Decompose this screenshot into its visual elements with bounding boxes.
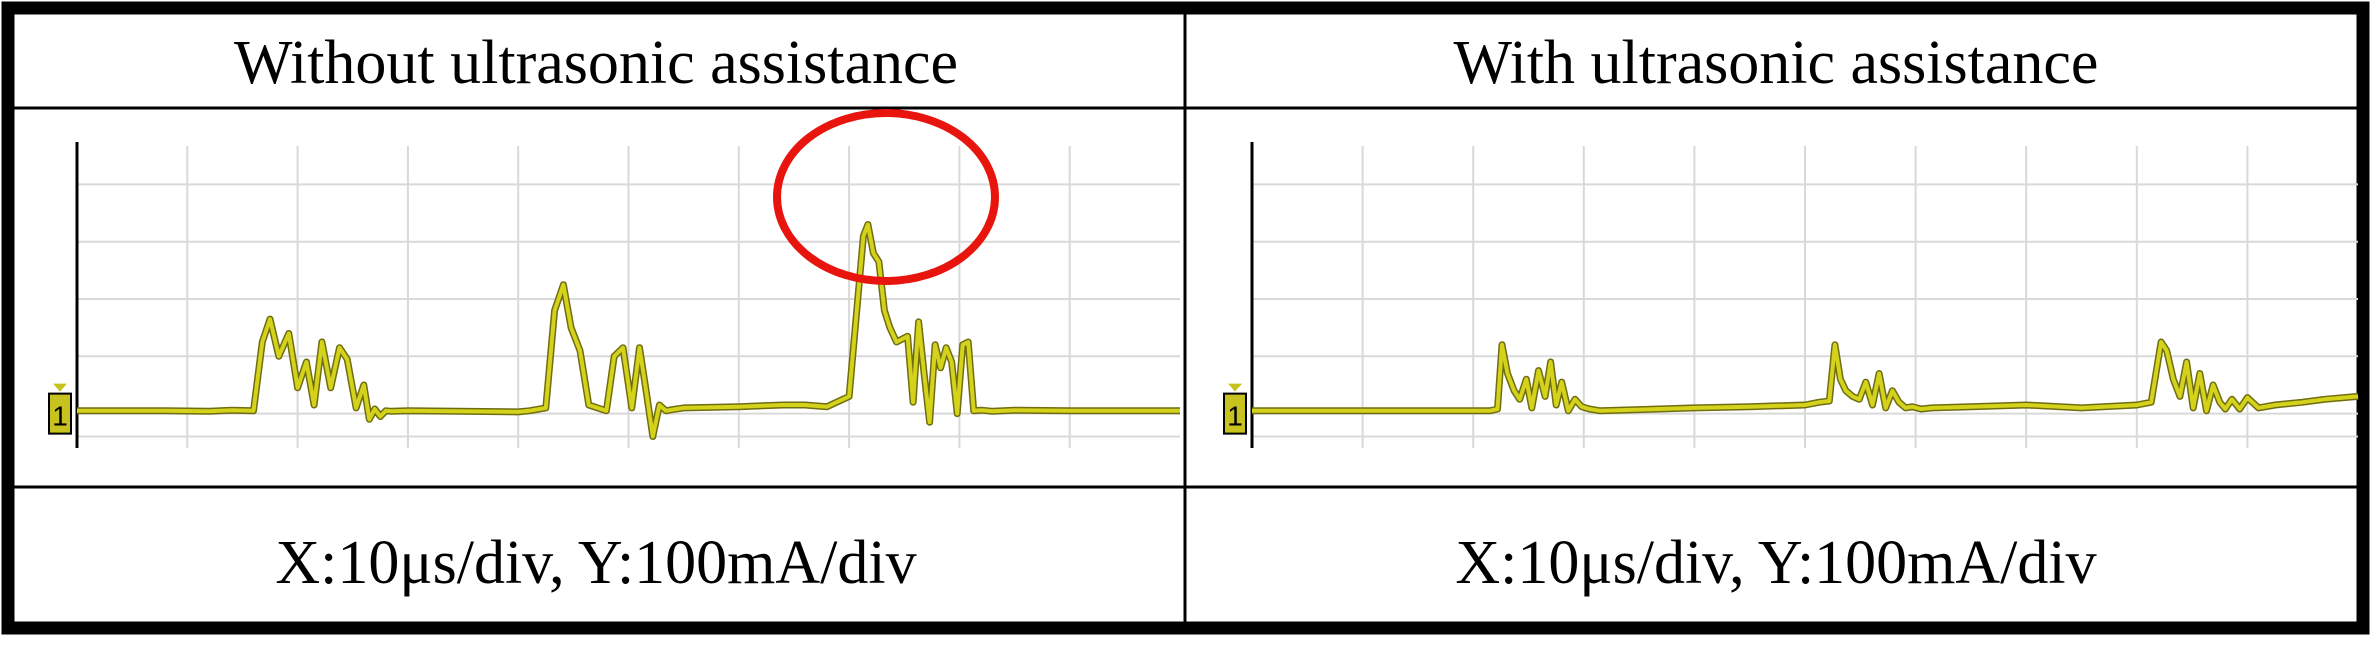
plot-right: 1 — [1223, 142, 2359, 448]
trace-line — [1252, 340, 2359, 413]
trigger-arrow-icon — [53, 383, 67, 392]
ground-marker: 1 — [1223, 383, 1247, 435]
left-scale-label: X:10μs/div, Y:100mA/div — [275, 529, 917, 597]
right-scale-label: X:10μs/div, Y:100mA/div — [1455, 529, 2097, 597]
right-title: With ultrasonic assistance — [1453, 29, 2099, 97]
plot-left: 1 — [48, 142, 1180, 448]
ground-marker-label: 1 — [52, 401, 68, 432]
trigger-arrow-icon — [1228, 383, 1242, 392]
trace-line — [77, 222, 1180, 439]
highlight-circle — [773, 109, 999, 285]
left-title: Without ultrasonic assistance — [233, 29, 959, 97]
ground-marker-label: 1 — [1227, 401, 1243, 432]
ground-marker: 1 — [48, 383, 72, 435]
